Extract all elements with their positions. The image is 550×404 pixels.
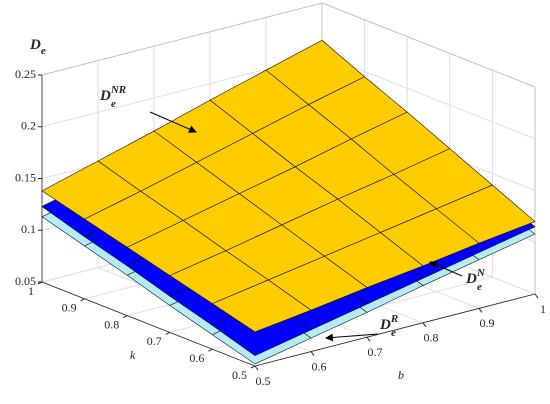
z-tick-label: 0.15: [15, 170, 36, 184]
surface-cell: [212, 279, 312, 333]
tick-mark: [254, 365, 259, 371]
series-label-sub: e: [391, 327, 396, 339]
series-label-base: D: [465, 271, 477, 287]
tick-mark: [422, 322, 427, 328]
series-label-sup: R: [390, 313, 398, 325]
y-tick-label: 1: [28, 284, 34, 298]
x-tick-label: 0.8: [424, 331, 439, 345]
y-tick-label: 0.7: [147, 334, 162, 348]
annotation-arrow: [149, 111, 197, 133]
x-axis-label: b: [398, 368, 404, 382]
z-tick-label: 0.05: [15, 274, 36, 288]
grid-line: [321, 54, 536, 140]
tick-mark: [208, 348, 213, 352]
series-label-sup: N: [476, 267, 486, 279]
y-tick-label: 0.8: [104, 317, 119, 331]
x-tick-label: 0.7: [368, 345, 383, 359]
series-label: DR e: [379, 313, 398, 339]
y-tick-label: 0.5: [232, 368, 247, 382]
tick-mark: [80, 298, 85, 302]
z-axis-label-base: D: [29, 37, 41, 53]
tick-mark: [165, 331, 171, 335]
annotation-arrow: [429, 261, 463, 277]
z-tick-label: 0.2: [21, 119, 36, 133]
tick-mark: [250, 365, 256, 369]
series-label-sup: NR: [110, 84, 126, 96]
series-label-sub: e: [477, 281, 482, 293]
axis-line: [254, 293, 536, 367]
tick-mark: [122, 315, 128, 319]
series-label-base: D: [99, 88, 111, 104]
annotation-arrow: [325, 333, 379, 342]
y-tick-label: 0.6: [189, 351, 204, 365]
z-tick-label: 0.1: [21, 222, 36, 236]
box-line: [41, 2, 323, 76]
box-line: [321, 2, 536, 88]
tick-mark: [534, 293, 539, 299]
series-label-sub: e: [111, 98, 116, 110]
series-label: DN e: [465, 267, 486, 293]
z-axis-label-sub: e: [41, 45, 46, 57]
tick-mark: [478, 308, 483, 313]
y-tick-label: 0.9: [62, 301, 77, 315]
z-tick-label: 0.25: [15, 67, 36, 81]
tick-mark: [366, 336, 371, 342]
x-tick-label: 0.5: [256, 374, 271, 388]
series-label: DNR e: [99, 84, 126, 110]
x-tick-label: 0.6: [312, 359, 327, 373]
z-axis-label: De: [29, 37, 46, 56]
axis-line: [41, 281, 256, 367]
x-tick-label: 0.9: [480, 316, 495, 330]
tick-mark: [310, 351, 315, 356]
x-tick-label: 1: [540, 302, 546, 316]
y-axis-label: k: [130, 348, 136, 362]
series-label-base: D: [379, 317, 391, 333]
